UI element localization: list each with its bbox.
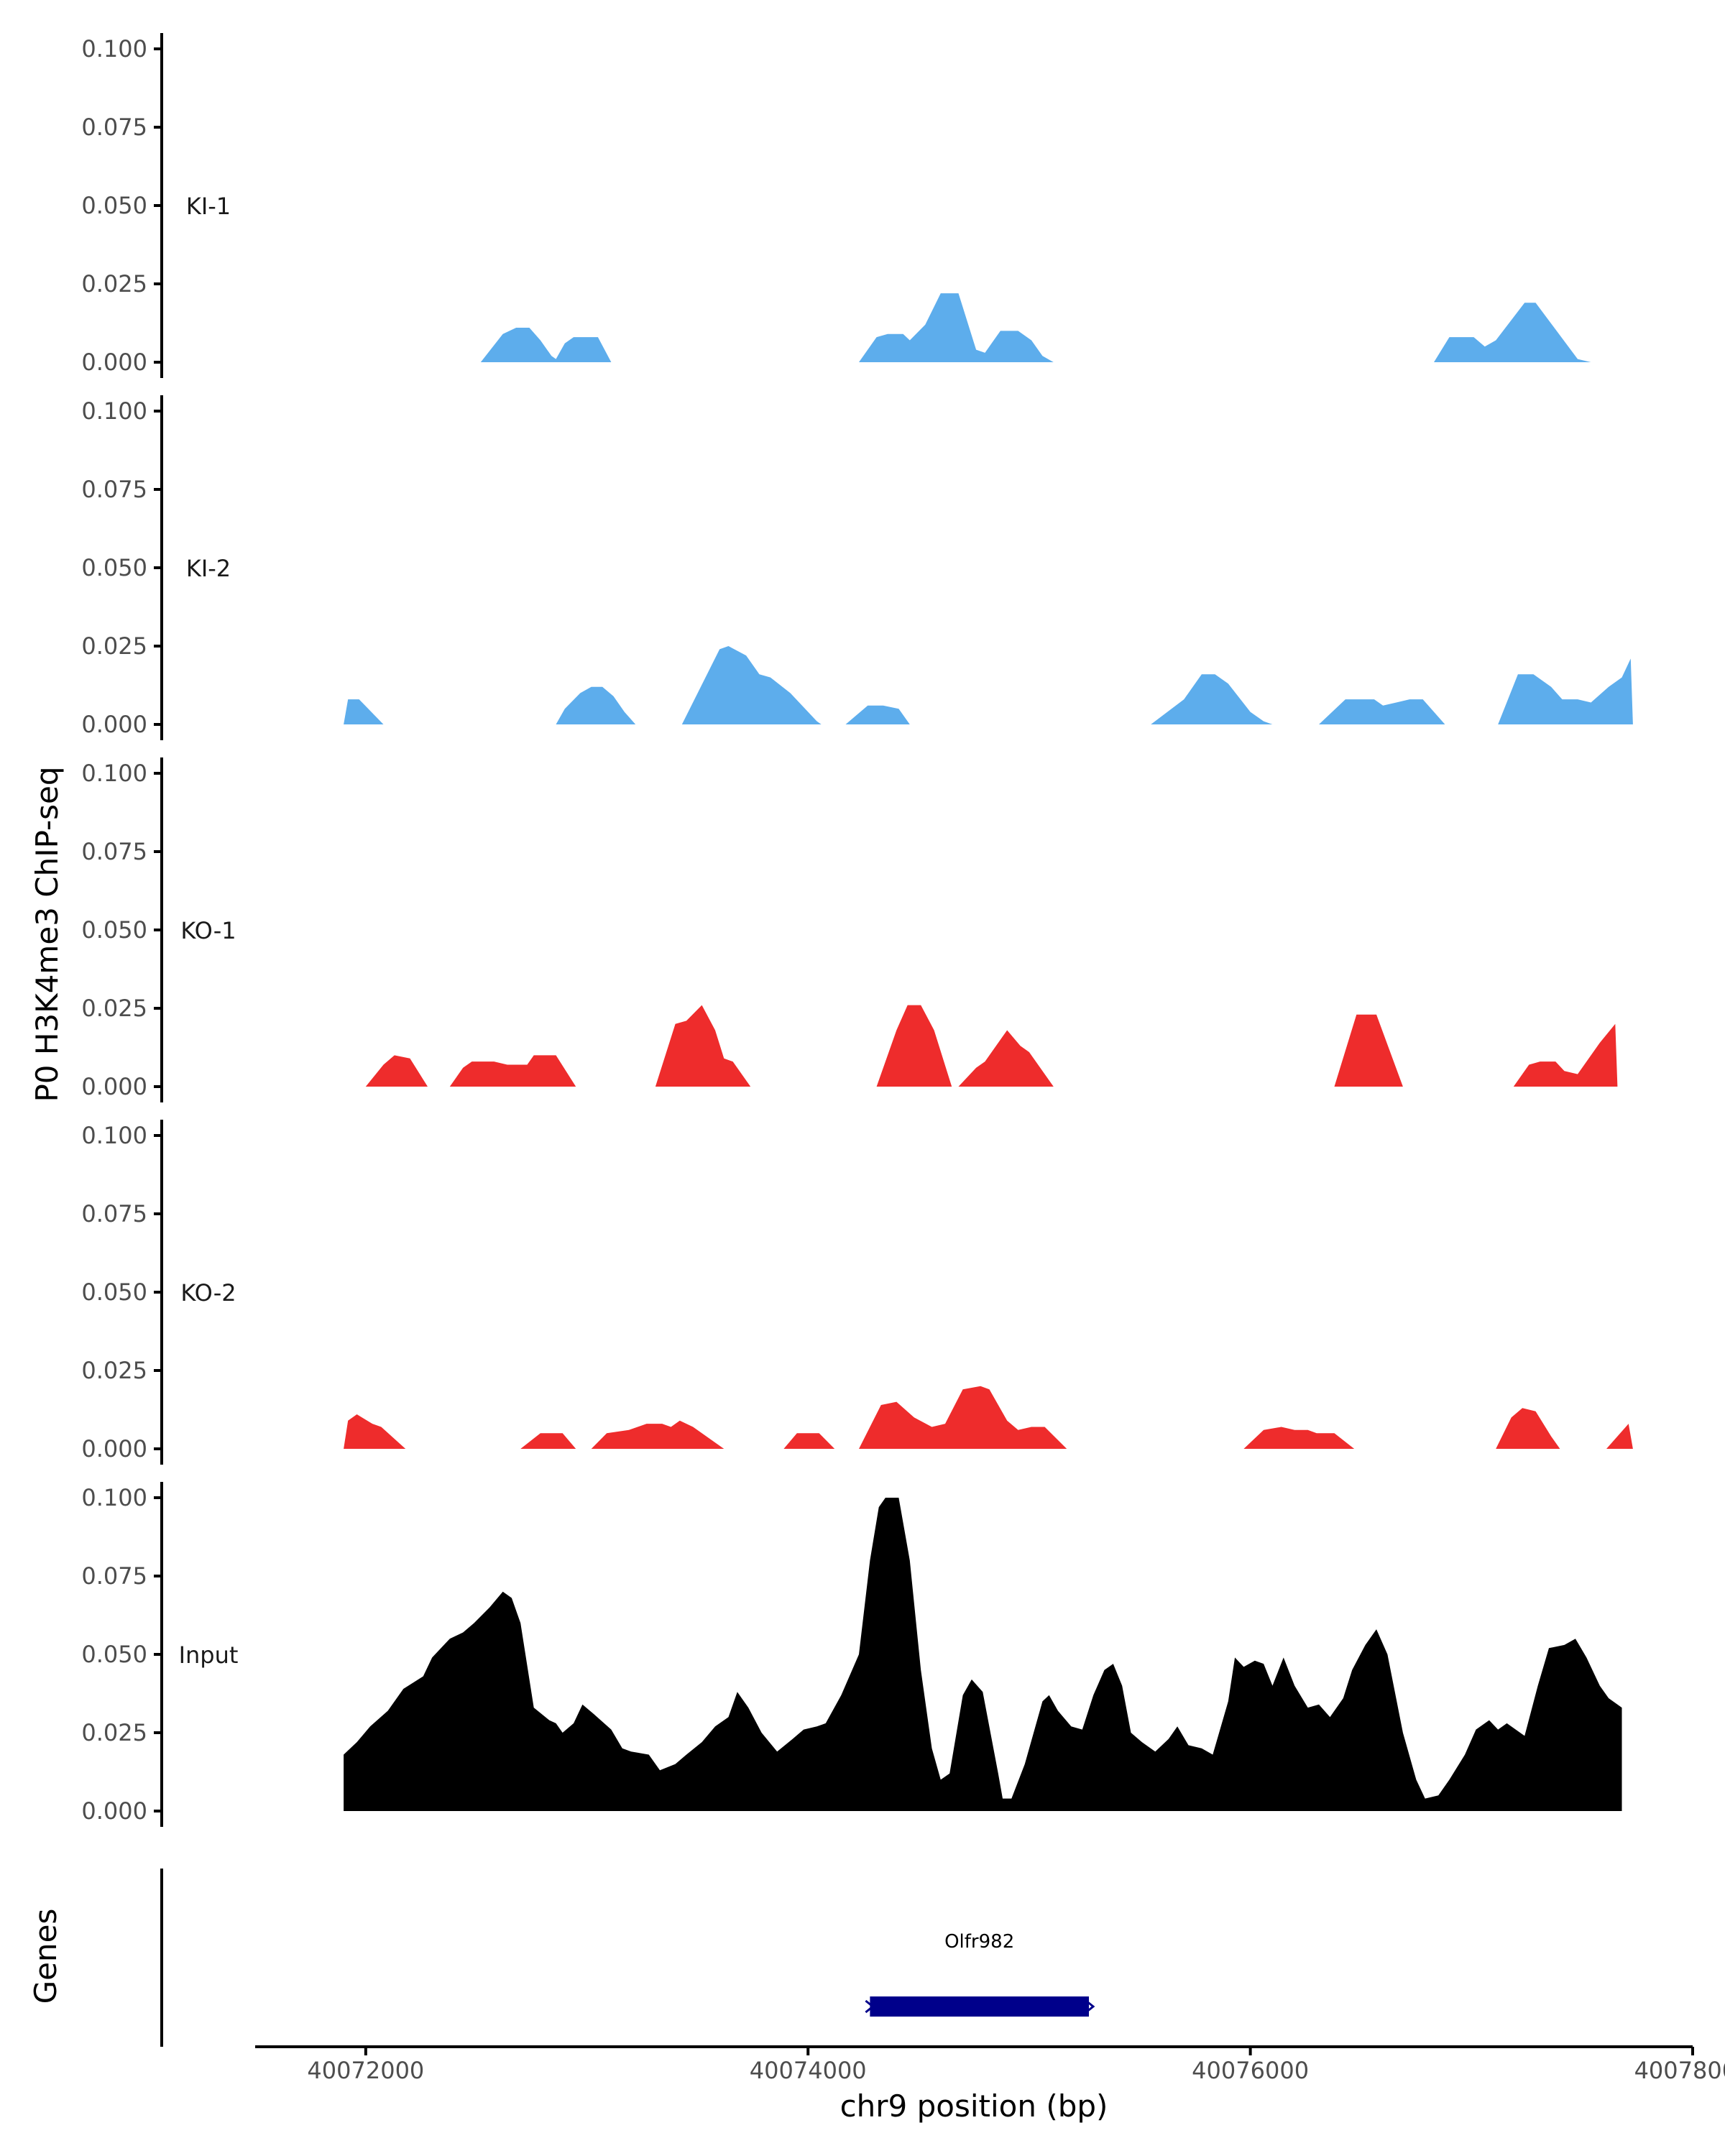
y-tick-label: 0.075 bbox=[81, 1200, 147, 1227]
y-tick-label: 0.025 bbox=[81, 1719, 147, 1746]
y-tick-label: 0.100 bbox=[81, 1122, 147, 1149]
y-tick-label: 0.100 bbox=[81, 760, 147, 787]
y-tick-label: 0.050 bbox=[81, 554, 147, 581]
gene-label: Olfr982 bbox=[944, 1931, 1014, 1953]
y-tick-label: 0.000 bbox=[81, 349, 147, 376]
coverage-area-ki-2 bbox=[344, 646, 1633, 724]
y-tick-label: 0.100 bbox=[81, 35, 147, 63]
y-tick-label: 0.050 bbox=[81, 1641, 147, 1668]
gene-layer: Olfr982 bbox=[865, 1931, 1095, 2017]
y-tick-label: 0.075 bbox=[81, 838, 147, 865]
y-tick-label: 0.050 bbox=[81, 192, 147, 219]
y-tick-label: 0.050 bbox=[81, 916, 147, 944]
x-axis-layer: 40072000 40074000 40076000 40078000 bbox=[307, 2047, 1725, 2084]
gene-strand-icon bbox=[865, 1999, 1095, 2014]
track-ki-1: 0.000 0.025 0.050 0.075 0.100 KI-1 bbox=[81, 33, 1591, 378]
y-tick-label: 0.025 bbox=[81, 270, 147, 298]
y-tick-label: 0.000 bbox=[81, 1435, 147, 1462]
track-label: KO-2 bbox=[180, 1279, 236, 1307]
track-label: Input bbox=[179, 1641, 239, 1669]
track-ko-2: 0.000 0.025 0.050 0.075 0.100 KO-2 bbox=[81, 1120, 1633, 1465]
y-tick-label: 0.025 bbox=[81, 1357, 147, 1384]
track-ko-1: 0.000 0.025 0.050 0.075 0.100 KO-1 bbox=[81, 757, 1618, 1102]
x-tick-label: 40078000 bbox=[1634, 2057, 1725, 2084]
y-tick-label: 0.000 bbox=[81, 1797, 147, 1825]
coverage-area-input bbox=[344, 1498, 1622, 1811]
y-tick-label: 0.075 bbox=[81, 476, 147, 503]
coverage-area-ko-2 bbox=[344, 1386, 1633, 1449]
y-tick-label: 0.075 bbox=[81, 1562, 147, 1590]
genes-panel-title: Genes bbox=[28, 1909, 63, 2004]
y-tick-label: 0.025 bbox=[81, 995, 147, 1022]
track-input: 0.000 0.025 0.050 0.075 0.100 Input bbox=[81, 1482, 1622, 1827]
y-tick-label: 0.100 bbox=[81, 397, 147, 425]
x-tick-label: 40076000 bbox=[1192, 2057, 1309, 2084]
y-axis-title: P0 H3K4me3 ChIP-seq bbox=[29, 766, 65, 1102]
y-tick-label: 0.000 bbox=[81, 1073, 147, 1100]
coverage-area-ki-1 bbox=[480, 293, 1591, 362]
y-tick-label: 0.100 bbox=[81, 1484, 147, 1511]
coverage-area-ko-1 bbox=[365, 1005, 1618, 1087]
x-axis-title: chr9 position (bp) bbox=[840, 2088, 1108, 2124]
gene-body bbox=[870, 1996, 1089, 2017]
x-tick-label: 40074000 bbox=[750, 2057, 867, 2084]
track-label: KI-2 bbox=[186, 555, 231, 582]
y-tick-label: 0.050 bbox=[81, 1279, 147, 1306]
track-label: KO-1 bbox=[180, 917, 236, 944]
y-tick-label: 0.025 bbox=[81, 632, 147, 660]
track-label: KI-1 bbox=[186, 193, 231, 220]
x-tick-label: 40072000 bbox=[307, 2057, 424, 2084]
tracks-layer: 0.0000.0250.0500.0750.100KI-10.0000.0250… bbox=[81, 33, 1633, 1827]
y-tick-label: 0.000 bbox=[81, 711, 147, 738]
track-ki-2: 0.000 0.025 0.050 0.075 0.100 KI-2 bbox=[81, 395, 1633, 740]
y-tick-label: 0.075 bbox=[81, 114, 147, 141]
